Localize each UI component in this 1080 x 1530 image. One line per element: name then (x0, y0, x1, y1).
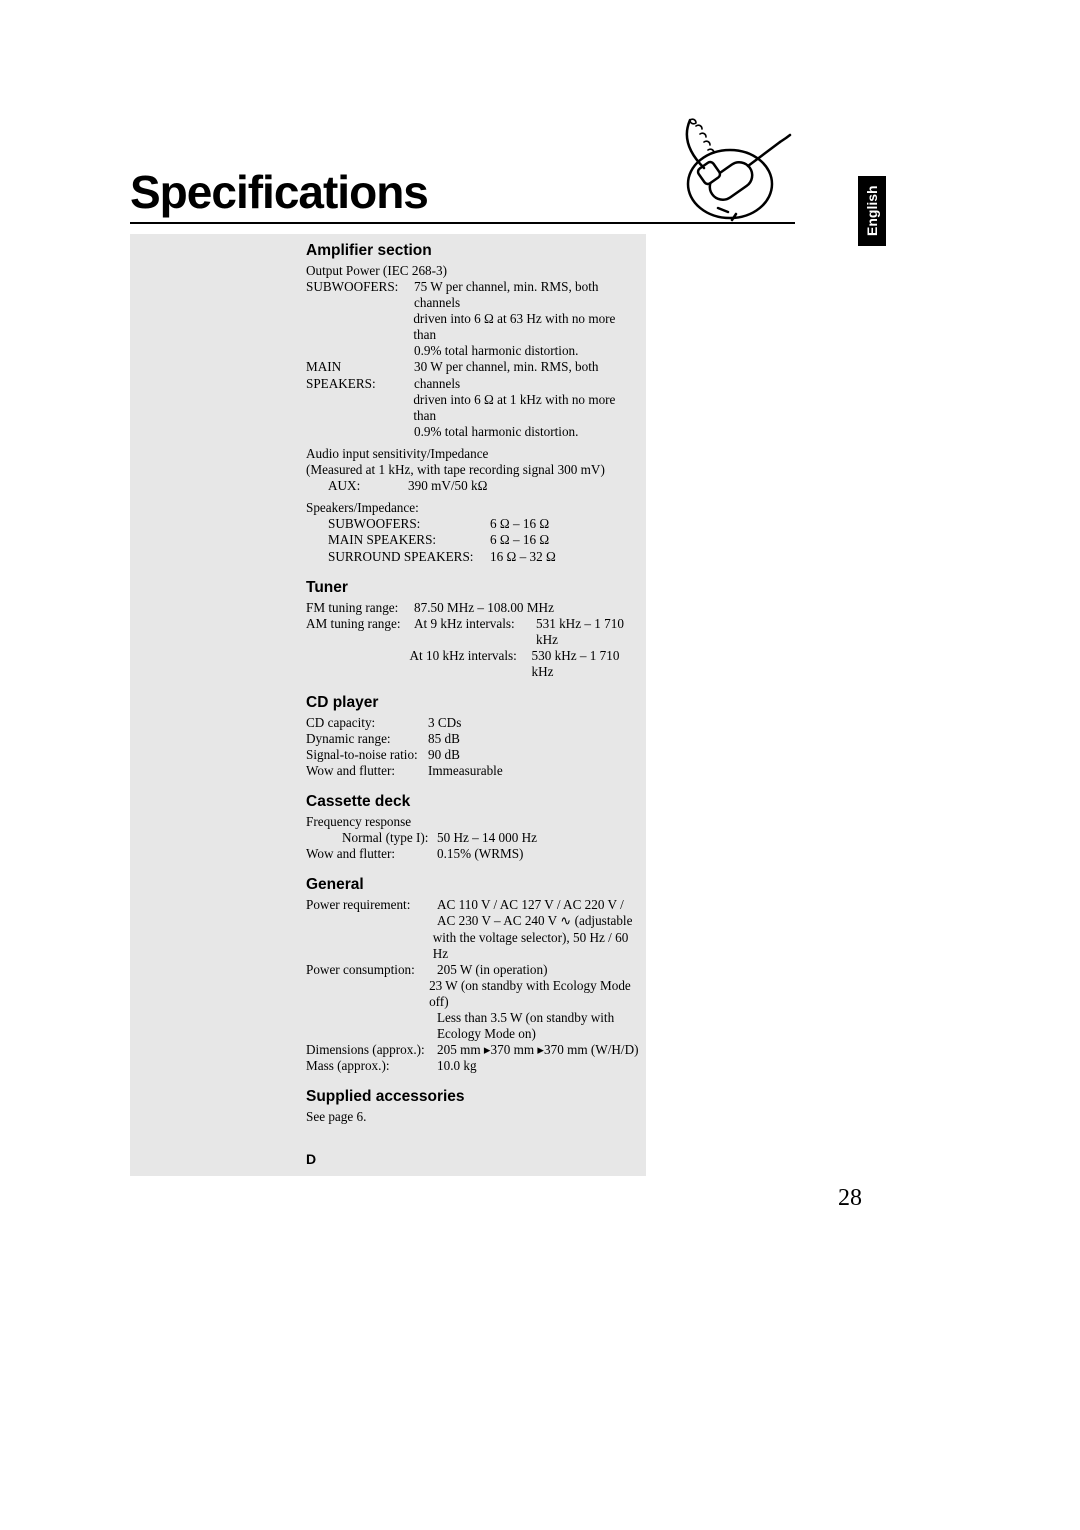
cd-dr-label: Dynamic range: (306, 731, 428, 747)
amp-si-main-val: 6 Ω – 16 Ω (490, 532, 640, 548)
plug-illustration-icon (660, 108, 800, 224)
tuner-am10-val: 530 kHz – 1 710 kHz (532, 648, 640, 680)
cass-norm-label: Normal (type I): (342, 830, 437, 846)
gen-mass-label: Mass (approx.): (306, 1058, 437, 1074)
amp-aux-label: AUX: (328, 478, 408, 494)
cass-heading: Cassette deck (306, 793, 640, 812)
cass-wf-label: Wow and flutter: (306, 846, 437, 862)
amp-sub-l2: driven into 6 Ω at 63 Hz with no more th… (413, 311, 640, 343)
tuner-am10-label: At 10 kHz intervals: (410, 648, 532, 680)
amp-main-l2: driven into 6 Ω at 1 kHz with no more th… (413, 392, 640, 424)
amp-main-label: MAIN SPEAKERS: (306, 359, 414, 391)
amp-si-surr-label: SURROUND SPEAKERS: (328, 549, 490, 565)
cd-wf-label: Wow and flutter: (306, 763, 428, 779)
tuner-fm-val: 87.50 MHz – 108.00 MHz (414, 600, 640, 616)
amp-spk-imp: Speakers/Impedance: (306, 500, 640, 516)
acc-heading: Supplied accessories (306, 1088, 640, 1107)
amp-main-l1: 30 W per channel, min. RMS, both channel… (414, 359, 640, 391)
amp-ain-l1: Audio input sensitivity/Impedance (306, 446, 640, 462)
gen-pc-l2: 23 W (on standby with Ecology Mode off) (429, 978, 640, 1010)
d-note: D (306, 1151, 640, 1168)
tuner-am9-val: 531 kHz – 1 710 kHz (536, 616, 640, 648)
acc-text: See page 6. (306, 1109, 640, 1125)
amp-out-power: Output Power (IEC 268-3) (306, 263, 640, 279)
gen-heading: General (306, 876, 640, 895)
gen-pr-l2: AC 230 V – AC 240 V ∿ (adjustable (437, 913, 640, 929)
gen-pr-l1: AC 110 V / AC 127 V / AC 220 V / (437, 897, 640, 913)
gen-pc-label: Power consumption: (306, 962, 437, 978)
cass-wf-val: 0.15% (WRMS) (437, 846, 640, 862)
cass-norm-val: 50 Hz – 14 000 Hz (437, 830, 640, 846)
amp-main-l3: 0.9% total harmonic distortion. (414, 424, 640, 440)
tuner-am-label: AM tuning range: (306, 616, 414, 648)
language-tab: English (858, 176, 886, 246)
cd-dr-val: 85 dB (428, 731, 640, 747)
amp-sub-l3: 0.9% total harmonic distortion. (414, 343, 640, 359)
amp-aux-val: 390 mV/50 kΩ (408, 478, 640, 494)
spec-content: Amplifier section Output Power (IEC 268-… (306, 242, 640, 1168)
amp-heading: Amplifier section (306, 242, 640, 261)
amp-si-sub-val: 6 Ω – 16 Ω (490, 516, 640, 532)
gen-pc-l3: Less than 3.5 W (on standby with (437, 1010, 640, 1026)
cd-heading: CD player (306, 694, 640, 713)
tuner-heading: Tuner (306, 579, 640, 598)
gen-mass-val: 10.0 kg (437, 1058, 640, 1074)
cd-cap-label: CD capacity: (306, 715, 428, 731)
amp-si-main-label: MAIN SPEAKERS: (328, 532, 490, 548)
gen-pc-l4: Ecology Mode on) (437, 1026, 640, 1042)
tuner-fm-label: FM tuning range: (306, 600, 414, 616)
amp-ain-l2: (Measured at 1 kHz, with tape recording … (306, 462, 640, 478)
gen-pr-l3: with the voltage selector), 50 Hz / 60 H… (433, 930, 640, 962)
amp-sub-label: SUBWOOFERS: (306, 279, 414, 311)
amp-si-surr-val: 16 Ω – 32 Ω (490, 549, 640, 565)
tuner-am9-label: At 9 kHz intervals: (414, 616, 536, 648)
gen-dim-val: 205 mm ▸370 mm ▸370 mm (W/H/D) (437, 1042, 640, 1058)
amp-si-sub-label: SUBWOOFERS: (328, 516, 490, 532)
cd-cap-val: 3 CDs (428, 715, 640, 731)
amp-sub-l1: 75 W per channel, min. RMS, both channel… (414, 279, 640, 311)
cd-sn-val: 90 dB (428, 747, 640, 763)
gen-dim-label: Dimensions (approx.): (306, 1042, 437, 1058)
cd-sn-label: Signal-to-noise ratio: (306, 747, 428, 763)
cd-wf-val: Immeasurable (428, 763, 640, 779)
cass-fr: Frequency response (306, 814, 640, 830)
page-title: Specifications (130, 165, 428, 219)
gen-pr-label: Power requirement: (306, 897, 437, 913)
page-number: 28 (838, 1185, 862, 1212)
gen-pc-l1: 205 W (in operation) (437, 962, 640, 978)
